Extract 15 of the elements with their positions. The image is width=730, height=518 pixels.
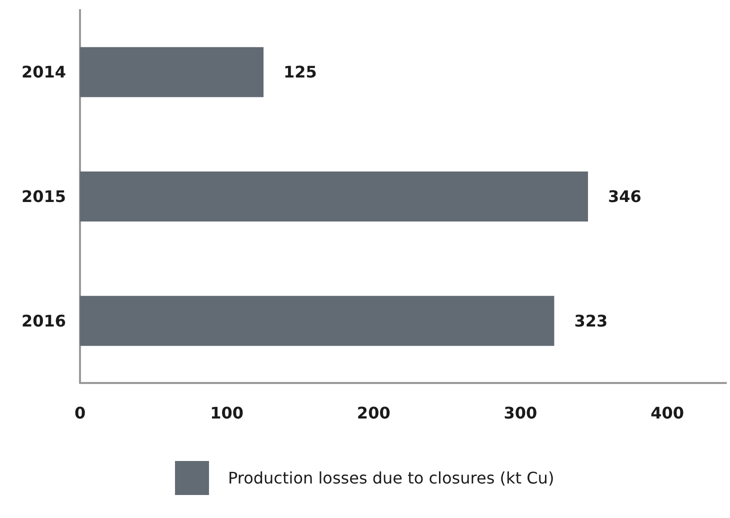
bar bbox=[80, 172, 588, 222]
x-tick-label: 100 bbox=[210, 404, 244, 422]
legend-label: Production losses due to closures (kt Cu) bbox=[228, 468, 554, 488]
y-tick-label: 2014 bbox=[21, 62, 66, 82]
data-label: 323 bbox=[574, 311, 608, 330]
data-label: 346 bbox=[608, 187, 642, 206]
y-tick-label: 2016 bbox=[21, 311, 66, 330]
y-tick-label: 2015 bbox=[21, 187, 66, 206]
x-tick-label: 200 bbox=[356, 404, 390, 422]
x-tick-label: 400 bbox=[650, 404, 684, 422]
bar bbox=[80, 47, 264, 98]
x-tick-label: 0 bbox=[74, 404, 86, 422]
x-tick-label: 300 bbox=[504, 404, 538, 422]
bar bbox=[80, 296, 554, 346]
data-label: 125 bbox=[284, 62, 317, 82]
